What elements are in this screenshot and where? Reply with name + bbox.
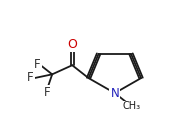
Text: F: F — [34, 58, 41, 71]
Text: F: F — [27, 71, 34, 84]
Text: CH₃: CH₃ — [123, 102, 141, 111]
Text: O: O — [67, 38, 77, 51]
Text: N: N — [110, 87, 119, 100]
Text: F: F — [44, 86, 51, 99]
